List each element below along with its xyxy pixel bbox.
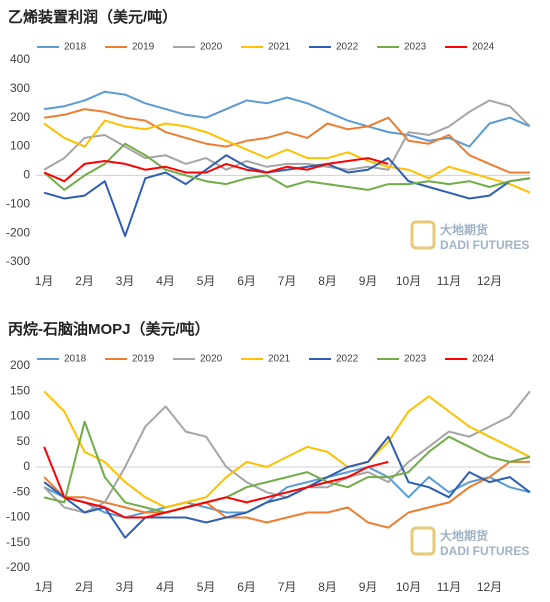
x-tick-label: 3月 bbox=[116, 274, 135, 288]
y-tick-label: -100 bbox=[6, 510, 30, 524]
series-line bbox=[43, 119, 531, 194]
legend-label: 2019 bbox=[132, 354, 155, 365]
x-tick-label: 2月 bbox=[75, 580, 94, 594]
series-line bbox=[43, 460, 530, 529]
watermark-sub: DADI FUTURES bbox=[440, 544, 529, 558]
legend-label: 2024 bbox=[472, 42, 495, 53]
chart: 丙烷-石脑油MOPJ（美元/吨） 2018 2019 2020 2021 2022 2023… bbox=[6, 320, 531, 594]
watermark: 大地期货 bbox=[440, 528, 488, 543]
y-tick-label: -200 bbox=[6, 225, 30, 239]
y-tick-label: 200 bbox=[10, 110, 30, 124]
series-line bbox=[43, 90, 531, 148]
x-tick-label: 6月 bbox=[237, 580, 256, 594]
x-tick-label: 1月 bbox=[35, 580, 54, 594]
series-line bbox=[43, 142, 531, 191]
x-tick-label: 10月 bbox=[396, 274, 421, 288]
x-tick-label: 9月 bbox=[359, 580, 378, 594]
series-line bbox=[43, 390, 531, 514]
x-tick-label: 2月 bbox=[75, 274, 94, 288]
y-tick-label: -200 bbox=[6, 560, 30, 574]
x-tick-label: 6月 bbox=[237, 274, 256, 288]
y-tick-label: 50 bbox=[17, 434, 31, 448]
legend-label: 2020 bbox=[200, 42, 223, 53]
x-tick-label: 7月 bbox=[278, 274, 297, 288]
x-tick-label: 4月 bbox=[156, 580, 175, 594]
chart: 乙烯装置利润（美元/吨） 2018 2019 2020 2021 2022 2023 2024… bbox=[6, 8, 531, 288]
y-tick-label: 100 bbox=[10, 139, 30, 153]
x-tick-label: 8月 bbox=[318, 580, 337, 594]
x-tick-label: 12月 bbox=[477, 580, 502, 594]
legend-label: 2018 bbox=[64, 354, 87, 365]
series-line bbox=[43, 446, 389, 519]
series-line bbox=[43, 99, 531, 171]
series-line bbox=[43, 420, 531, 514]
chart-title: 丙烷-石脑油MOPJ（美元/吨） bbox=[8, 320, 210, 338]
x-tick-label: 1月 bbox=[35, 274, 54, 288]
x-tick-label: 9月 bbox=[359, 274, 378, 288]
series-line bbox=[43, 390, 531, 509]
legend-label: 2023 bbox=[404, 42, 427, 53]
y-tick-label: -150 bbox=[6, 535, 30, 549]
watermark-sub: DADI FUTURES bbox=[440, 238, 529, 252]
x-tick-label: 11月 bbox=[437, 580, 461, 594]
watermark-logo bbox=[410, 220, 436, 250]
y-tick-label: 400 bbox=[10, 52, 30, 66]
series-line bbox=[43, 154, 531, 237]
x-tick-label: 5月 bbox=[197, 274, 216, 288]
x-tick-label: 8月 bbox=[318, 274, 337, 288]
series-line bbox=[43, 157, 389, 183]
x-tick-label: 4月 bbox=[156, 274, 175, 288]
legend-label: 2024 bbox=[472, 354, 495, 365]
watermark: 大地期货 bbox=[440, 222, 488, 237]
series-line bbox=[43, 435, 531, 539]
x-tick-label: 3月 bbox=[116, 580, 135, 594]
y-tick-label: -100 bbox=[6, 196, 30, 210]
x-tick-label: 10月 bbox=[396, 580, 421, 594]
y-tick-label: 200 bbox=[10, 358, 30, 372]
legend-label: 2023 bbox=[404, 354, 427, 365]
y-tick-label: 150 bbox=[10, 383, 30, 397]
y-tick-label: 300 bbox=[10, 81, 30, 95]
x-tick-label: 5月 bbox=[197, 580, 216, 594]
watermark-logo bbox=[410, 526, 436, 556]
legend-label: 2022 bbox=[336, 42, 359, 53]
legend-label: 2021 bbox=[268, 42, 291, 53]
chart-title: 乙烯装置利润（美元/吨） bbox=[8, 8, 177, 26]
legend-label: 2020 bbox=[200, 354, 223, 365]
legend-label: 2021 bbox=[268, 354, 291, 365]
x-tick-label: 11月 bbox=[437, 274, 461, 288]
x-tick-label: 7月 bbox=[278, 580, 297, 594]
y-tick-label: -50 bbox=[13, 484, 31, 498]
legend-label: 2019 bbox=[132, 42, 155, 53]
x-tick-label: 12月 bbox=[477, 274, 502, 288]
y-tick-label: 0 bbox=[23, 168, 30, 182]
series-line bbox=[43, 108, 530, 174]
y-tick-label: -300 bbox=[6, 254, 30, 268]
y-tick-label: 0 bbox=[23, 459, 30, 473]
legend-label: 2018 bbox=[64, 42, 87, 53]
y-tick-label: 100 bbox=[10, 409, 30, 423]
legend-label: 2022 bbox=[336, 354, 359, 365]
